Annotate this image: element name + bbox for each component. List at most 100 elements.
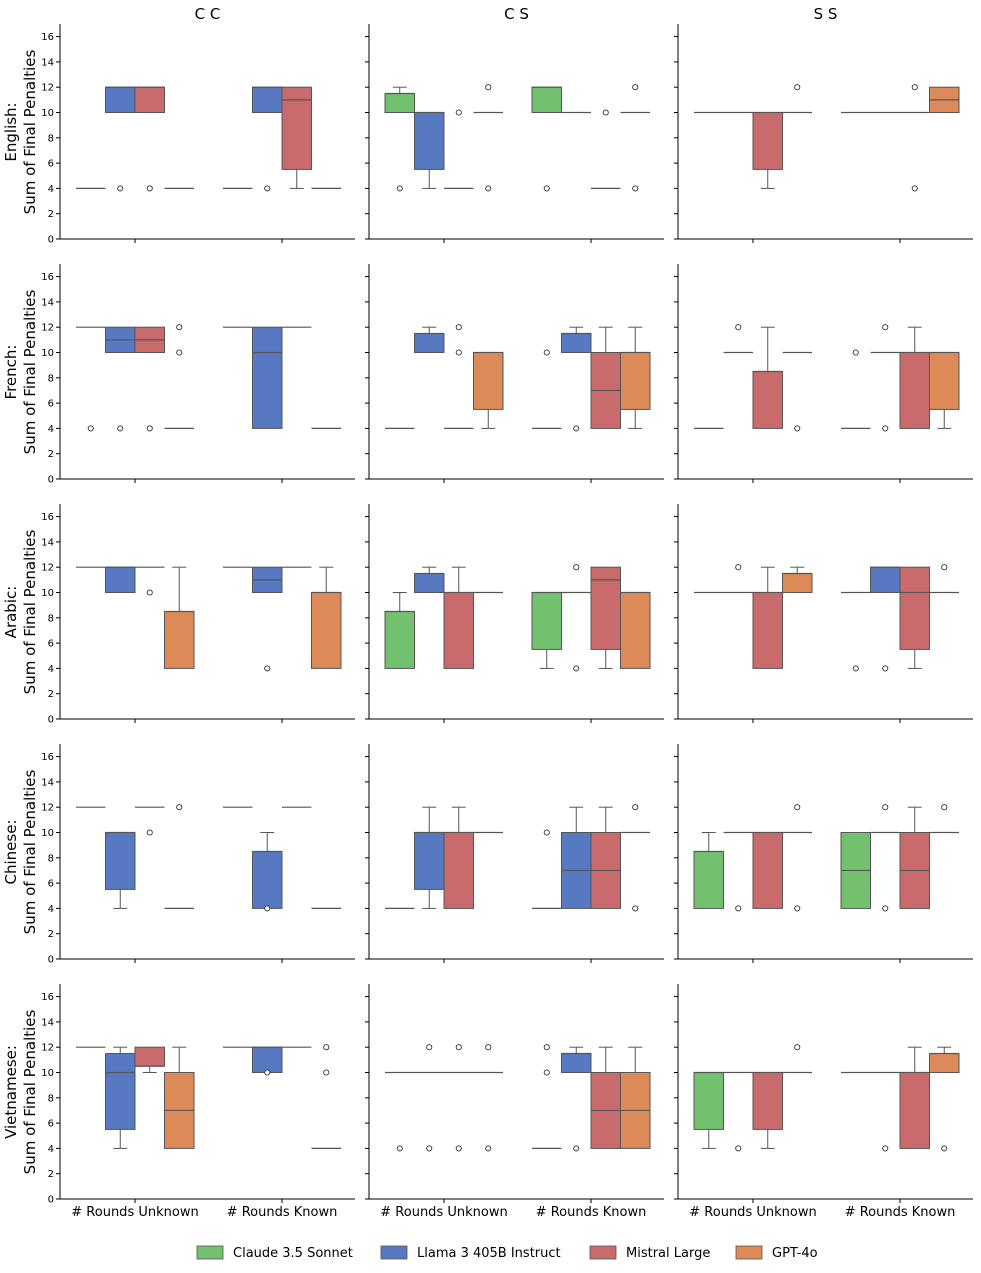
outlier-point <box>146 829 153 836</box>
outlier-point <box>882 324 889 331</box>
y-tick-label: 4 <box>48 904 54 915</box>
box-body <box>752 592 783 669</box>
box-llama-3-405b-instruct <box>561 326 592 432</box>
box-body <box>414 832 445 890</box>
box-mistral-large <box>899 806 930 909</box>
outlier-point <box>794 84 801 91</box>
y-tick-label: 14 <box>41 57 54 68</box>
box-gpt-4o <box>620 1046 651 1149</box>
outlier-point <box>573 665 580 672</box>
outlier-point <box>146 425 153 432</box>
box-llama-3-405b-instruct <box>414 111 445 189</box>
y-tick-label: 4 <box>48 424 54 435</box>
y-tick-label: 16 <box>41 272 54 283</box>
box-llama-3-405b-instruct <box>105 566 136 594</box>
row-label: Vietnamese: Sum of Final Penalties <box>2 1009 39 1174</box>
outlier-point <box>941 564 948 571</box>
box-mistral-large <box>590 1046 621 1149</box>
outlier-point <box>485 185 492 192</box>
box-body <box>899 566 930 650</box>
outlier-point <box>632 804 639 811</box>
box-gpt-4o <box>473 351 504 429</box>
y-tick-label: 4 <box>48 1144 54 1155</box>
box-mistral-large <box>444 324 474 429</box>
row-label-line: Sum of Final Penalties <box>21 1009 39 1174</box>
box-mistral-large <box>134 1046 165 1073</box>
box-mistral-large <box>281 86 312 189</box>
outlier-point <box>146 589 153 596</box>
y-tick-label: 8 <box>48 853 54 864</box>
y-tick-label: 2 <box>48 929 54 940</box>
box-mistral-large <box>591 109 621 189</box>
y-tick-label: 12 <box>41 563 54 574</box>
box-mistral-large <box>134 86 165 192</box>
y-tick-label: 14 <box>41 1017 54 1028</box>
box-body <box>473 352 504 410</box>
box-body <box>281 86 312 170</box>
y-tick-label: 4 <box>48 184 54 195</box>
box-claude-3-5-sonnet <box>532 829 562 910</box>
box-mistral-large <box>752 111 783 189</box>
box-body <box>384 610 415 669</box>
box-llama-3-405b-instruct <box>252 86 283 192</box>
y-tick-label: 16 <box>41 752 54 763</box>
box-body <box>899 1072 930 1149</box>
legend-label: Claude 3.5 Sonnet <box>233 1246 353 1261</box>
outlier-point <box>455 1145 462 1152</box>
box-gpt-4o <box>164 566 195 669</box>
box-body <box>752 112 783 170</box>
legend-label: Llama 3 405B Instruct <box>417 1246 561 1261</box>
box-mistral-large <box>590 566 621 669</box>
box-body <box>105 566 136 594</box>
box-body <box>752 1072 783 1130</box>
y-tick-label: 10 <box>41 348 54 359</box>
box-body <box>531 86 562 113</box>
box-body <box>414 333 445 353</box>
box-gpt-4o <box>620 804 650 912</box>
box-gpt-4o <box>929 1046 960 1152</box>
outlier-point <box>911 185 918 192</box>
box-gpt-4o <box>164 324 194 429</box>
box-mistral-large <box>900 84 930 192</box>
column-title: C S <box>504 5 529 23</box>
box-gpt-4o <box>311 566 342 669</box>
column-title: S S <box>814 5 838 23</box>
y-tick-label: 12 <box>41 323 54 334</box>
box-mistral-large <box>134 326 165 432</box>
box-body <box>164 610 195 669</box>
outlier-point <box>396 1145 403 1152</box>
box-llama-3-405b-instruct <box>870 1071 900 1152</box>
box-body <box>693 850 724 909</box>
outlier-point <box>573 425 580 432</box>
outlier-point <box>911 84 918 91</box>
legend-swatch <box>589 1245 617 1260</box>
y-tick-label: 16 <box>41 992 54 1003</box>
y-tick-label: 10 <box>41 1068 54 1079</box>
box-body <box>782 573 813 594</box>
box-gpt-4o <box>929 351 960 429</box>
box-llama-3-405b-instruct <box>870 566 901 672</box>
outlier-point <box>735 905 742 912</box>
x-tick-label: # Rounds Known <box>536 1205 647 1220</box>
outlier-point <box>794 1044 801 1051</box>
outlier-point <box>735 564 742 571</box>
legend-label: GPT-4o <box>772 1246 818 1261</box>
box-mistral-large <box>135 566 165 596</box>
y-tick-label: 2 <box>48 1169 54 1180</box>
box-body <box>899 352 930 429</box>
box-gpt-4o <box>782 804 812 912</box>
outlier-point <box>794 905 801 912</box>
box-mistral-large <box>752 1071 783 1149</box>
y-tick-label: 6 <box>48 879 54 890</box>
outlier-point <box>323 1044 330 1051</box>
x-tick-label: # Rounds Unknown <box>71 1205 198 1220</box>
box-claude-3-5-sonnet <box>532 349 562 429</box>
outlier-point <box>87 425 94 432</box>
outlier-point <box>882 425 889 432</box>
x-tick-label: # Rounds Known <box>227 1205 338 1220</box>
outlier-point <box>543 185 550 192</box>
box-llama-3-405b-instruct <box>252 566 283 672</box>
outlier-point <box>264 1069 271 1076</box>
row-label: Chinese: Sum of Final Penalties <box>2 769 39 934</box>
box-body <box>620 592 651 669</box>
